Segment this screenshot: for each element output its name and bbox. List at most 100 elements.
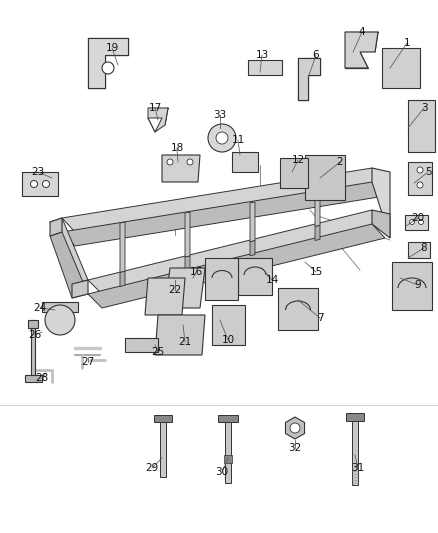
- Circle shape: [42, 181, 49, 188]
- Polygon shape: [250, 202, 255, 242]
- Text: 31: 31: [351, 463, 364, 473]
- Circle shape: [102, 62, 114, 74]
- Text: 21: 21: [178, 337, 192, 347]
- Polygon shape: [145, 278, 185, 315]
- Text: 3: 3: [420, 103, 427, 113]
- Polygon shape: [408, 242, 430, 258]
- Polygon shape: [162, 155, 200, 182]
- Polygon shape: [225, 422, 231, 483]
- Text: 17: 17: [148, 103, 162, 113]
- Text: 18: 18: [170, 143, 184, 153]
- Circle shape: [45, 305, 75, 335]
- Polygon shape: [25, 375, 42, 382]
- Circle shape: [216, 132, 228, 144]
- Polygon shape: [372, 210, 390, 238]
- Text: 32: 32: [288, 443, 302, 453]
- Text: 20: 20: [411, 213, 424, 223]
- Text: 10: 10: [222, 335, 235, 345]
- Polygon shape: [50, 218, 62, 236]
- Circle shape: [417, 167, 423, 173]
- Text: 27: 27: [81, 357, 95, 367]
- Text: 2: 2: [337, 157, 343, 167]
- Polygon shape: [50, 218, 88, 284]
- Polygon shape: [155, 315, 205, 355]
- Polygon shape: [120, 222, 125, 272]
- Polygon shape: [315, 192, 320, 227]
- Text: 24: 24: [33, 303, 46, 313]
- Polygon shape: [120, 271, 125, 286]
- Polygon shape: [372, 168, 390, 238]
- Polygon shape: [28, 320, 38, 328]
- Polygon shape: [185, 212, 190, 257]
- Polygon shape: [382, 48, 420, 88]
- Polygon shape: [88, 38, 128, 88]
- Polygon shape: [88, 224, 385, 308]
- Text: 5: 5: [425, 167, 431, 177]
- Circle shape: [208, 124, 236, 152]
- Polygon shape: [62, 168, 385, 232]
- Text: 25: 25: [152, 347, 165, 357]
- Polygon shape: [345, 32, 378, 68]
- Polygon shape: [205, 258, 238, 300]
- Polygon shape: [238, 258, 272, 295]
- Polygon shape: [22, 172, 58, 196]
- Polygon shape: [218, 415, 238, 422]
- Polygon shape: [154, 415, 172, 422]
- Text: 15: 15: [309, 267, 323, 277]
- Text: 9: 9: [415, 280, 421, 290]
- Circle shape: [417, 182, 423, 188]
- Text: 33: 33: [213, 110, 226, 120]
- Circle shape: [31, 181, 38, 188]
- Text: 19: 19: [106, 43, 119, 53]
- Polygon shape: [160, 422, 166, 477]
- Text: 4: 4: [359, 27, 365, 37]
- Polygon shape: [286, 417, 304, 439]
- Polygon shape: [315, 225, 320, 240]
- Circle shape: [290, 423, 300, 433]
- Polygon shape: [232, 152, 258, 172]
- Polygon shape: [408, 100, 435, 152]
- Polygon shape: [280, 158, 308, 188]
- Polygon shape: [165, 268, 205, 308]
- Text: 7: 7: [317, 313, 323, 323]
- Polygon shape: [248, 60, 282, 75]
- Circle shape: [167, 159, 173, 165]
- Polygon shape: [72, 280, 88, 298]
- Text: 22: 22: [168, 285, 182, 295]
- Text: 13: 13: [255, 50, 268, 60]
- Text: 30: 30: [215, 467, 229, 477]
- Circle shape: [187, 159, 193, 165]
- Polygon shape: [305, 155, 345, 200]
- Text: 11: 11: [231, 135, 245, 145]
- Polygon shape: [50, 232, 88, 298]
- Text: 6: 6: [313, 50, 319, 60]
- Polygon shape: [125, 338, 158, 352]
- Polygon shape: [405, 215, 428, 230]
- Polygon shape: [224, 455, 232, 463]
- Polygon shape: [42, 302, 78, 312]
- Polygon shape: [185, 256, 190, 271]
- Polygon shape: [408, 162, 432, 195]
- Polygon shape: [31, 320, 35, 378]
- Text: 14: 14: [265, 275, 279, 285]
- Polygon shape: [346, 413, 364, 421]
- Polygon shape: [212, 305, 245, 345]
- Polygon shape: [62, 182, 385, 246]
- Circle shape: [418, 220, 424, 224]
- Text: 1: 1: [404, 38, 410, 48]
- Polygon shape: [88, 210, 385, 294]
- Text: 8: 8: [420, 243, 427, 253]
- Text: 29: 29: [145, 463, 159, 473]
- Polygon shape: [298, 58, 320, 100]
- Polygon shape: [352, 421, 358, 485]
- Text: 16: 16: [189, 267, 203, 277]
- Circle shape: [410, 220, 414, 224]
- Text: 28: 28: [35, 373, 49, 383]
- Text: 23: 23: [32, 167, 45, 177]
- Polygon shape: [392, 262, 432, 310]
- Text: 26: 26: [28, 330, 42, 340]
- Polygon shape: [278, 288, 318, 330]
- Polygon shape: [250, 240, 255, 256]
- Polygon shape: [148, 108, 168, 132]
- Text: 12: 12: [291, 155, 304, 165]
